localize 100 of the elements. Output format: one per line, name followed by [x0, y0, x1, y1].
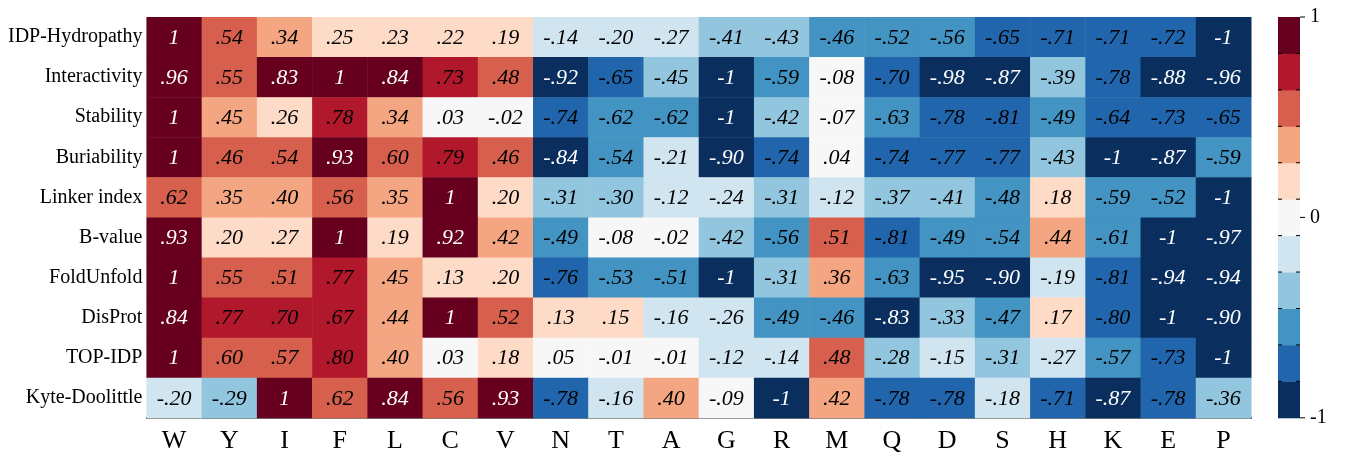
data-label: -.21 [653, 144, 689, 170]
data-label: .22 [436, 23, 464, 49]
y-tick-label: TOP-IDP [66, 344, 143, 367]
data-label: 1 [279, 384, 290, 410]
data-label: .13 [436, 264, 464, 290]
data-label: .54 [270, 144, 299, 170]
data-label: -1 [1214, 23, 1233, 49]
data-label: .03 [436, 344, 464, 370]
data-label: -.65 [598, 63, 634, 89]
data-label: .77 [325, 264, 355, 290]
data-label: -.64 [1095, 103, 1131, 129]
data-label: -.81 [874, 224, 910, 250]
data-label: .34 [270, 23, 299, 49]
data-label: .48 [823, 344, 851, 370]
y-tick-label: IDP-Hydropathy [7, 24, 143, 48]
x-tick-label: A [661, 425, 681, 455]
data-label: -.54 [985, 224, 1020, 250]
data-label: .27 [270, 224, 300, 250]
data-label: -.81 [985, 103, 1020, 129]
data-label: -.12 [653, 184, 689, 210]
data-label: -.42 [764, 103, 799, 129]
data-label: -.49 [1040, 103, 1076, 129]
data-label: .05 [546, 344, 575, 370]
data-label: -.20 [598, 23, 634, 49]
data-label: -.77 [985, 144, 1021, 170]
data-label: -.57 [1095, 344, 1132, 370]
data-label: -.12 [708, 344, 744, 370]
data-label: .84 [381, 63, 409, 89]
data-label: -.74 [874, 144, 910, 170]
data-label: -.59 [1095, 184, 1131, 210]
data-label: -.01 [598, 344, 634, 370]
data-label: -.78 [1095, 63, 1131, 89]
data-label: .34 [381, 103, 409, 129]
data-label: -.14 [543, 23, 579, 49]
data-label: -.61 [1095, 224, 1131, 250]
data-label: .03 [436, 103, 464, 129]
data-label: -.65 [1205, 103, 1241, 129]
data-label: .19 [491, 23, 520, 49]
data-label: -.81 [1095, 264, 1131, 290]
color-bar-label: 1 [1310, 4, 1320, 27]
data-label: -.02 [488, 103, 523, 129]
data-label: -.59 [764, 63, 799, 89]
data-label: 1 [444, 184, 456, 210]
data-label: -.08 [598, 224, 634, 250]
data-label: -.30 [598, 184, 634, 210]
data-label: -.47 [985, 304, 1021, 330]
data-label: -1 [717, 264, 736, 290]
data-label: -1 [1158, 224, 1178, 250]
data-label: -.90 [708, 144, 744, 170]
data-label: -.09 [708, 384, 744, 410]
data-label: -.80 [1095, 304, 1131, 330]
data-label: -.77 [929, 144, 966, 170]
data-label: -.97 [1205, 224, 1242, 250]
data-label: -.48 [985, 184, 1020, 210]
data-label: -.12 [819, 184, 855, 210]
data-label: .51 [270, 264, 299, 290]
data-label: -.98 [929, 63, 965, 89]
data-label: .26 [270, 103, 299, 129]
data-label: .35 [215, 184, 244, 210]
data-label: .80 [325, 344, 354, 370]
x-tick-label: S [995, 425, 1010, 455]
x-tick-label: W [161, 425, 187, 455]
data-label: -.94 [1150, 264, 1186, 290]
data-label: -.16 [653, 304, 689, 330]
x-tick-label: P [1216, 425, 1231, 455]
data-label: -.95 [929, 264, 965, 290]
data-label: -.94 [1205, 264, 1241, 290]
data-label: .15 [602, 304, 630, 330]
data-label: .04 [823, 144, 851, 170]
data-label: -.08 [819, 63, 855, 89]
data-label: .44 [1043, 224, 1072, 250]
data-label: .93 [491, 384, 520, 410]
data-label: .20 [491, 184, 520, 210]
data-label: -.87 [1150, 144, 1187, 170]
data-label: -.63 [874, 264, 910, 290]
data-label: .60 [215, 344, 244, 370]
data-label: -.59 [1205, 144, 1241, 170]
data-label: -.43 [1040, 144, 1076, 170]
data-label: -.02 [653, 224, 689, 250]
data-label: -.78 [929, 384, 965, 410]
data-label: .51 [823, 224, 851, 250]
data-label: .62 [325, 384, 354, 410]
y-tick-label: Linker index [39, 184, 143, 207]
data-label: -1 [1103, 144, 1123, 170]
x-tick-label: C [441, 425, 459, 455]
data-label: -.41 [708, 23, 744, 49]
data-label: .77 [215, 304, 245, 330]
x-tick-label: G [716, 425, 736, 455]
x-tick-label: D [937, 425, 957, 455]
data-label: .23 [381, 23, 409, 49]
data-label: -.33 [929, 304, 965, 330]
y-tick-label: B-value [79, 224, 143, 247]
data-label: -.52 [874, 23, 910, 49]
data-label: -.41 [929, 184, 965, 210]
x-tick-label: F [332, 425, 347, 455]
data-label: .44 [381, 304, 409, 330]
data-label: -.78 [874, 384, 910, 410]
x-tick-label: I [280, 425, 289, 455]
data-label: .46 [491, 144, 520, 170]
data-label: -.29 [211, 384, 247, 410]
